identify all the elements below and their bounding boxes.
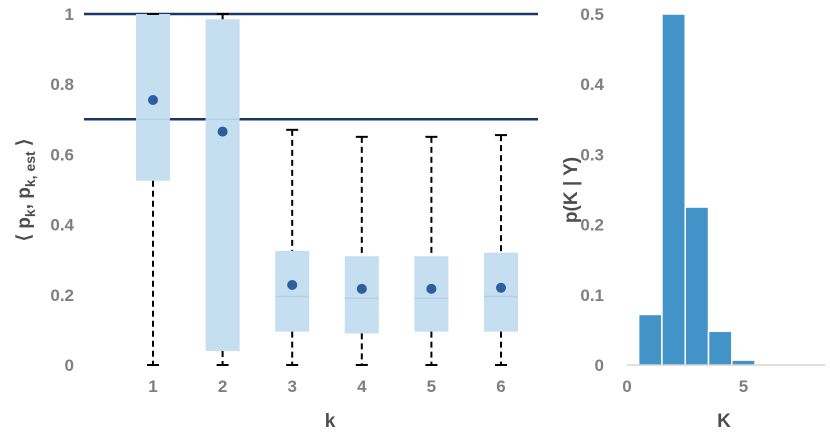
left-y-ticks: 0 0.2 0.4 0.6 0.8 1 <box>50 5 74 375</box>
left-y-tick-label: 0.8 <box>50 75 74 94</box>
box-4 <box>344 256 379 334</box>
left-x-axis-label: k <box>325 411 336 432</box>
left-y-tick-label: 0 <box>65 356 74 375</box>
right-x-axis-label: K <box>717 411 731 432</box>
bar-k2 <box>661 13 686 366</box>
mean-marker-3 <box>287 279 298 290</box>
left-x-tick-label: 3 <box>287 377 296 396</box>
mean-marker-5 <box>426 283 437 294</box>
left-y-tick-label: 1 <box>65 5 74 24</box>
left-x-tick-label: 1 <box>148 377 157 396</box>
box-2 <box>205 19 240 351</box>
bar-k4 <box>707 330 733 366</box>
right-y-tick-label: 0 <box>595 356 604 375</box>
left-y-axis-label: ⟨ pk, pk, est ⟩ <box>14 139 38 242</box>
box-3 <box>275 250 310 332</box>
mean-marker-2 <box>217 126 228 137</box>
left-x-tick-label: 5 <box>427 377 436 396</box>
left-y-tick-label: 0.6 <box>50 145 74 164</box>
left-x-tick-label: 4 <box>357 377 367 396</box>
mean-marker-6 <box>496 282 506 293</box>
mean-marker-4 <box>356 283 367 294</box>
left-y-tick-label: 0.4 <box>50 216 74 235</box>
left-x-tick-label: 6 <box>496 377 505 396</box>
box-5 <box>414 256 449 332</box>
bar-k1 <box>637 313 663 366</box>
boxes-group <box>136 13 518 366</box>
bar-k3 <box>684 206 710 366</box>
left-y-tick-label: 0.2 <box>50 286 74 305</box>
bar-k5 <box>731 359 756 366</box>
right-y-tick-label: 0.4 <box>580 75 604 94</box>
right-y-tick-label: 0.3 <box>580 145 604 164</box>
left-panel-boxplot: 0 0.2 0.4 0.6 0.8 1 1 2 3 4 5 6 k ⟨ pk, pk, est ⟩ <box>14 5 538 432</box>
right-y-axis-label: p(K | Y) <box>561 157 582 223</box>
right-y-tick-label: 0.1 <box>580 286 604 305</box>
right-y-tick-label: 0.2 <box>580 216 604 235</box>
left-x-ticks: 1 2 3 4 5 6 <box>148 377 505 396</box>
right-y-ticks: 0 0.1 0.2 0.3 0.4 0.5 <box>580 5 604 375</box>
right-x-tick-label: 0 <box>622 377 631 396</box>
mean-marker-1 <box>148 94 158 105</box>
bars-group <box>637 13 803 367</box>
right-y-tick-label: 0.5 <box>580 5 604 24</box>
left-x-tick-label: 2 <box>218 377 227 396</box>
right-x-tick-label: 5 <box>739 377 748 396</box>
